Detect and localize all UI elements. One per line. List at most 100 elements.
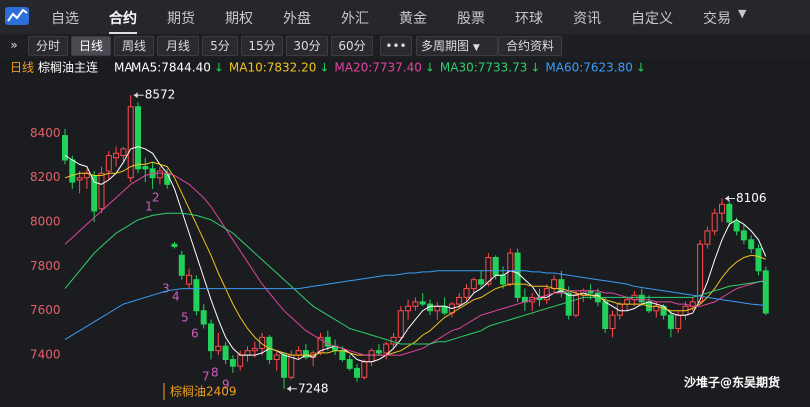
legend-entry: MA5:7844.40	[131, 61, 211, 75]
candle-body	[500, 274, 506, 285]
ma-line	[64, 172, 766, 356]
candle-body	[383, 343, 390, 354]
candle-body	[434, 305, 441, 312]
candle-body	[354, 367, 360, 378]
candle-body	[412, 301, 419, 307]
candle-body	[675, 314, 682, 329]
multi-period-button[interactable]: 多周期图 ▼	[416, 36, 498, 56]
candle-body	[215, 345, 222, 352]
info-button[interactable]: 合约资料	[498, 36, 562, 56]
candle-body	[456, 296, 463, 305]
watermark: 沙堆子@东吴期货	[684, 375, 780, 390]
logo	[5, 7, 29, 25]
nav-tab[interactable]: 合约	[109, 8, 137, 34]
candle-body	[171, 243, 178, 247]
candle-body	[733, 221, 740, 232]
y-tick-label: 8400	[30, 126, 61, 140]
nav-tab[interactable]: 环球	[515, 11, 543, 27]
dropdown-icon: ▼	[472, 43, 480, 53]
legend-entry: MA20:7737.40	[334, 61, 422, 75]
candle-body	[222, 345, 229, 361]
nav-tab[interactable]: 自选	[51, 11, 79, 27]
legend-entry: MA60:7623.80	[545, 61, 633, 75]
candle-body	[120, 148, 127, 157]
nav-tab[interactable]: 外汇	[341, 11, 369, 27]
period-button[interactable]: 60分	[331, 36, 373, 56]
candle-body	[740, 230, 747, 241]
symbol-label: 棕榈油主连	[38, 60, 98, 75]
candle-body	[98, 172, 105, 210]
nav-tab[interactable]: 期货	[167, 11, 195, 27]
candle-body	[624, 299, 631, 305]
nav-tab[interactable]: 交易	[703, 11, 731, 27]
expand-icon[interactable]: »	[10, 38, 18, 52]
candle-body	[200, 310, 207, 325]
candle-body	[748, 239, 755, 250]
annotation-arrowhead	[725, 195, 729, 202]
candle-body	[127, 106, 134, 179]
annotation-label: 8572	[145, 88, 176, 102]
trend-arrow-icon: ↓	[530, 61, 540, 75]
candle-body	[368, 350, 375, 363]
candle-body	[281, 354, 287, 378]
multi-period-label: 多周期图	[421, 39, 470, 53]
candle-body	[135, 106, 141, 170]
wave-label: 7	[202, 370, 210, 384]
wave-label: 5	[181, 311, 189, 325]
candle-body	[697, 243, 704, 303]
candle-body	[244, 350, 251, 356]
period-button[interactable]: 月线	[157, 36, 199, 56]
legend-entry: MA30:7733.73	[440, 61, 528, 75]
nav-tab[interactable]: 期权	[225, 11, 253, 27]
candle-body	[237, 354, 244, 367]
candle-body	[397, 310, 404, 338]
legend-entry: MA10:7832.20	[229, 61, 317, 75]
wave-label: 3	[162, 282, 170, 296]
candle-body	[259, 336, 266, 349]
candle-body	[492, 257, 499, 276]
candle-body	[164, 172, 171, 185]
candle-body	[142, 166, 149, 170]
candle-body	[288, 354, 295, 378]
period-button[interactable]: 日线	[71, 36, 111, 56]
candle-body	[507, 252, 514, 285]
candle-body	[76, 177, 83, 181]
y-tick-label: 7800	[30, 259, 61, 273]
ma-line	[64, 146, 767, 363]
candle-body	[62, 135, 68, 161]
nav-tab[interactable]: 黄金	[399, 11, 427, 27]
candle-body	[667, 314, 674, 329]
wave-label: 8	[211, 366, 219, 380]
candle-body	[478, 279, 485, 285]
candle-body	[726, 203, 733, 223]
candle-body	[762, 270, 769, 314]
period-button[interactable]: 分时	[28, 36, 68, 56]
dropdown-icon[interactable]: ▼	[738, 7, 747, 20]
y-tick-label: 7400	[30, 348, 61, 362]
nav-bar: 自选 合约 期货 期权 外盘 外汇 黄金 股票 环球 资讯 自定义 交易 ▼	[0, 0, 810, 34]
annotation-arrowhead	[287, 385, 291, 392]
candle-body	[755, 248, 762, 272]
candle-body	[419, 301, 426, 305]
nav-tab[interactable]: 外盘	[283, 11, 311, 27]
candle-body	[551, 279, 558, 290]
period-button[interactable]: 30分	[286, 36, 328, 56]
annotation-label: 7248	[298, 381, 329, 395]
period-button[interactable]: 周线	[114, 36, 154, 56]
candle-body	[251, 347, 258, 352]
candle-body	[193, 279, 200, 312]
period-button[interactable]: 15分	[241, 36, 283, 56]
ma-line	[64, 270, 766, 341]
candle-body	[390, 336, 397, 345]
candle-body	[573, 294, 579, 316]
more-button[interactable]: •••	[380, 36, 412, 56]
period-button[interactable]: 5分	[202, 36, 238, 56]
candle-body	[711, 212, 718, 232]
nav-tab[interactable]: 资讯	[573, 11, 601, 27]
nav-tab[interactable]: 自定义	[631, 11, 673, 27]
candle-body	[609, 314, 616, 329]
nav-tab[interactable]: 股票	[457, 11, 485, 27]
candle-body	[208, 323, 214, 352]
annotation-arrowhead	[133, 92, 138, 99]
